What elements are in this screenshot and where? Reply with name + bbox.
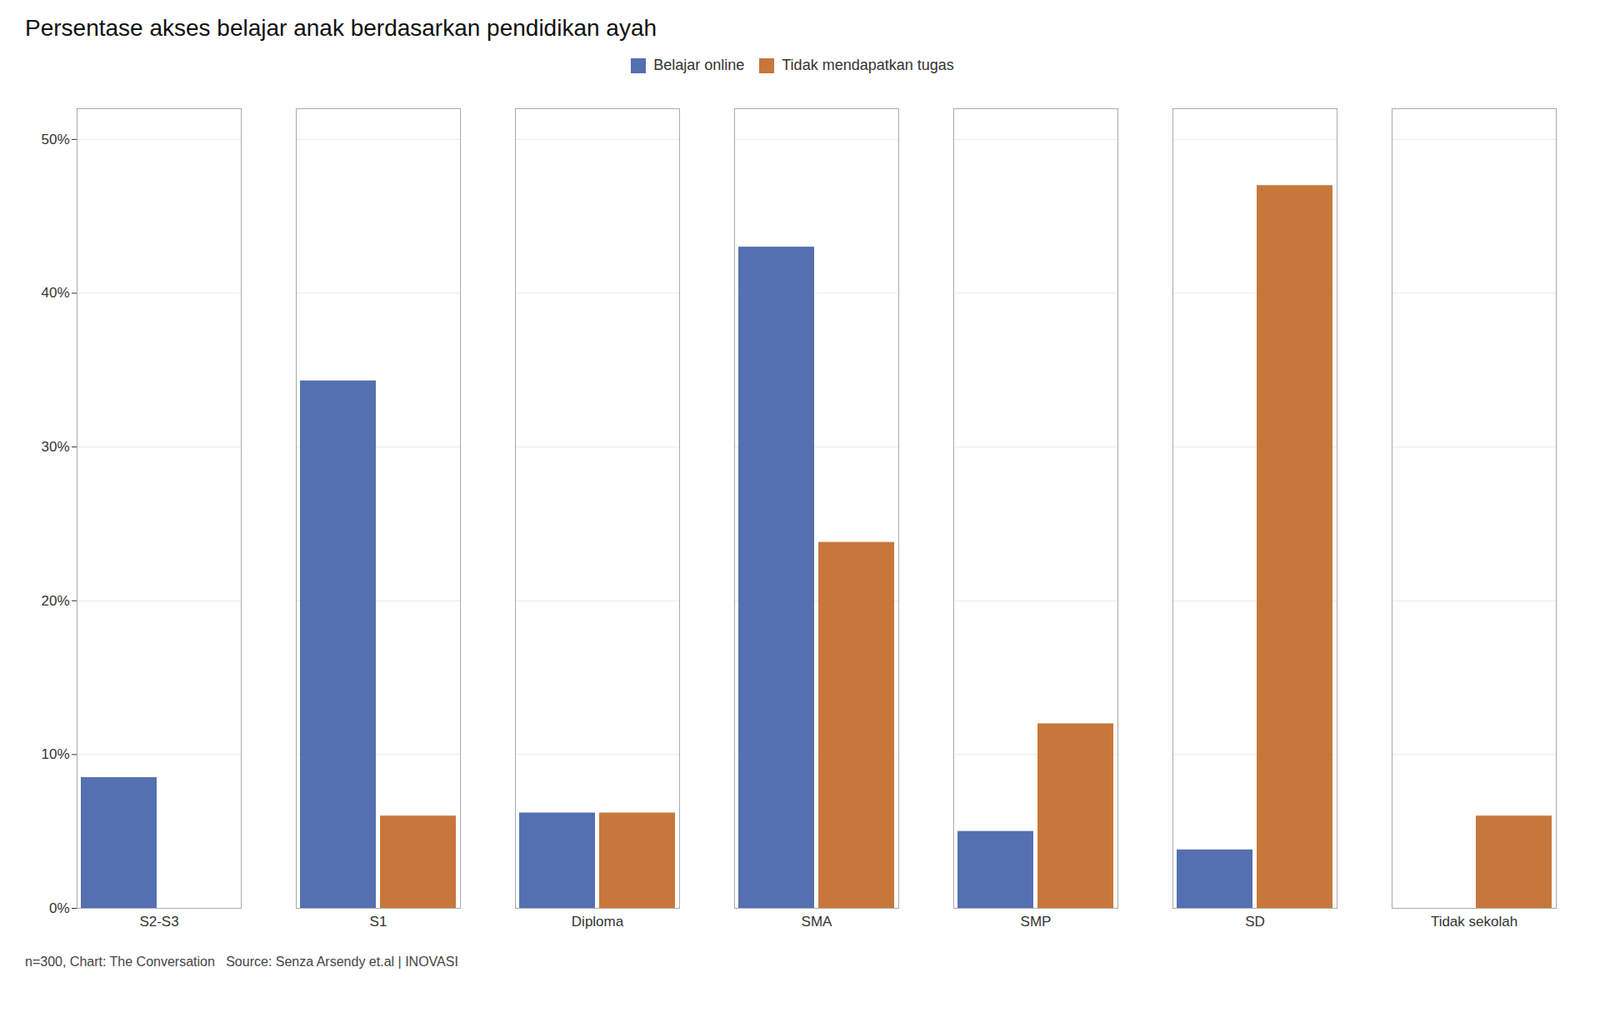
- html-text:Belajar online: Belajar online: [653, 56, 745, 74]
- svg-text:50%: 50%: [40, 131, 70, 148]
- svg-text:40%: 40%: [40, 285, 70, 301]
- svg-text:30%: 30%: [40, 439, 70, 455]
- svg-text:10%: 10%: [40, 746, 70, 763]
- svg-text:Tidak sekolah: Tidak sekolah: [1430, 914, 1518, 930]
- svg-text:0%: 0%: [49, 900, 70, 917]
- svg-text:S2-S3: S2-S3: [139, 914, 179, 930]
- svg-text:SMA: SMA: [801, 914, 834, 930]
- svg-text:SD: SD: [1245, 914, 1265, 930]
- html-text:n=300, Chart: The Conversation: n=300, Chart: The Conversation Source: S…: [25, 955, 459, 970]
- html-text:Persentase akses belajar anak: Persentase akses belajar anak berdasarka…: [25, 15, 657, 41]
- svg-text:S1: S1: [370, 914, 388, 930]
- html-text:Tidak mendapatkan tugas: Tidak mendapatkan tugas: [781, 56, 954, 74]
- svg-text:SMP: SMP: [1020, 914, 1052, 930]
- svg-text:20%: 20%: [40, 593, 70, 610]
- svg-text:Diploma: Diploma: [571, 914, 625, 930]
